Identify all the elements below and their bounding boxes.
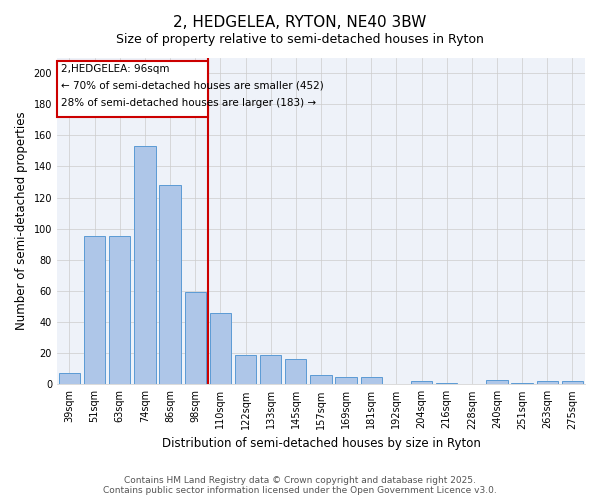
Bar [310, 375, 332, 384]
Text: Size of property relative to semi-detached houses in Ryton: Size of property relative to semi-detach… [116, 32, 484, 46]
Bar [411, 381, 432, 384]
Bar [160, 185, 181, 384]
Bar [562, 381, 583, 384]
Bar [209, 312, 231, 384]
Text: 2, HEDGELEA, RYTON, NE40 3BW: 2, HEDGELEA, RYTON, NE40 3BW [173, 15, 427, 30]
Y-axis label: Number of semi-detached properties: Number of semi-detached properties [15, 112, 28, 330]
X-axis label: Distribution of semi-detached houses by size in Ryton: Distribution of semi-detached houses by … [161, 437, 481, 450]
Bar [59, 374, 80, 384]
Text: 28% of semi-detached houses are larger (183) →: 28% of semi-detached houses are larger (… [61, 98, 316, 108]
Bar [84, 236, 106, 384]
Text: 2,HEDGELEA: 96sqm: 2,HEDGELEA: 96sqm [61, 64, 169, 74]
Bar [536, 381, 558, 384]
Bar [185, 292, 206, 384]
Bar [436, 382, 457, 384]
Bar [134, 146, 155, 384]
Text: ← 70% of semi-detached houses are smaller (452): ← 70% of semi-detached houses are smalle… [61, 81, 323, 91]
Bar [235, 354, 256, 384]
Bar [260, 354, 281, 384]
Bar [486, 380, 508, 384]
Bar [335, 376, 357, 384]
Bar [285, 360, 307, 384]
Bar [109, 236, 130, 384]
Text: Contains HM Land Registry data © Crown copyright and database right 2025.
Contai: Contains HM Land Registry data © Crown c… [103, 476, 497, 495]
Bar [57, 60, 208, 116]
Bar [511, 382, 533, 384]
Bar [361, 376, 382, 384]
